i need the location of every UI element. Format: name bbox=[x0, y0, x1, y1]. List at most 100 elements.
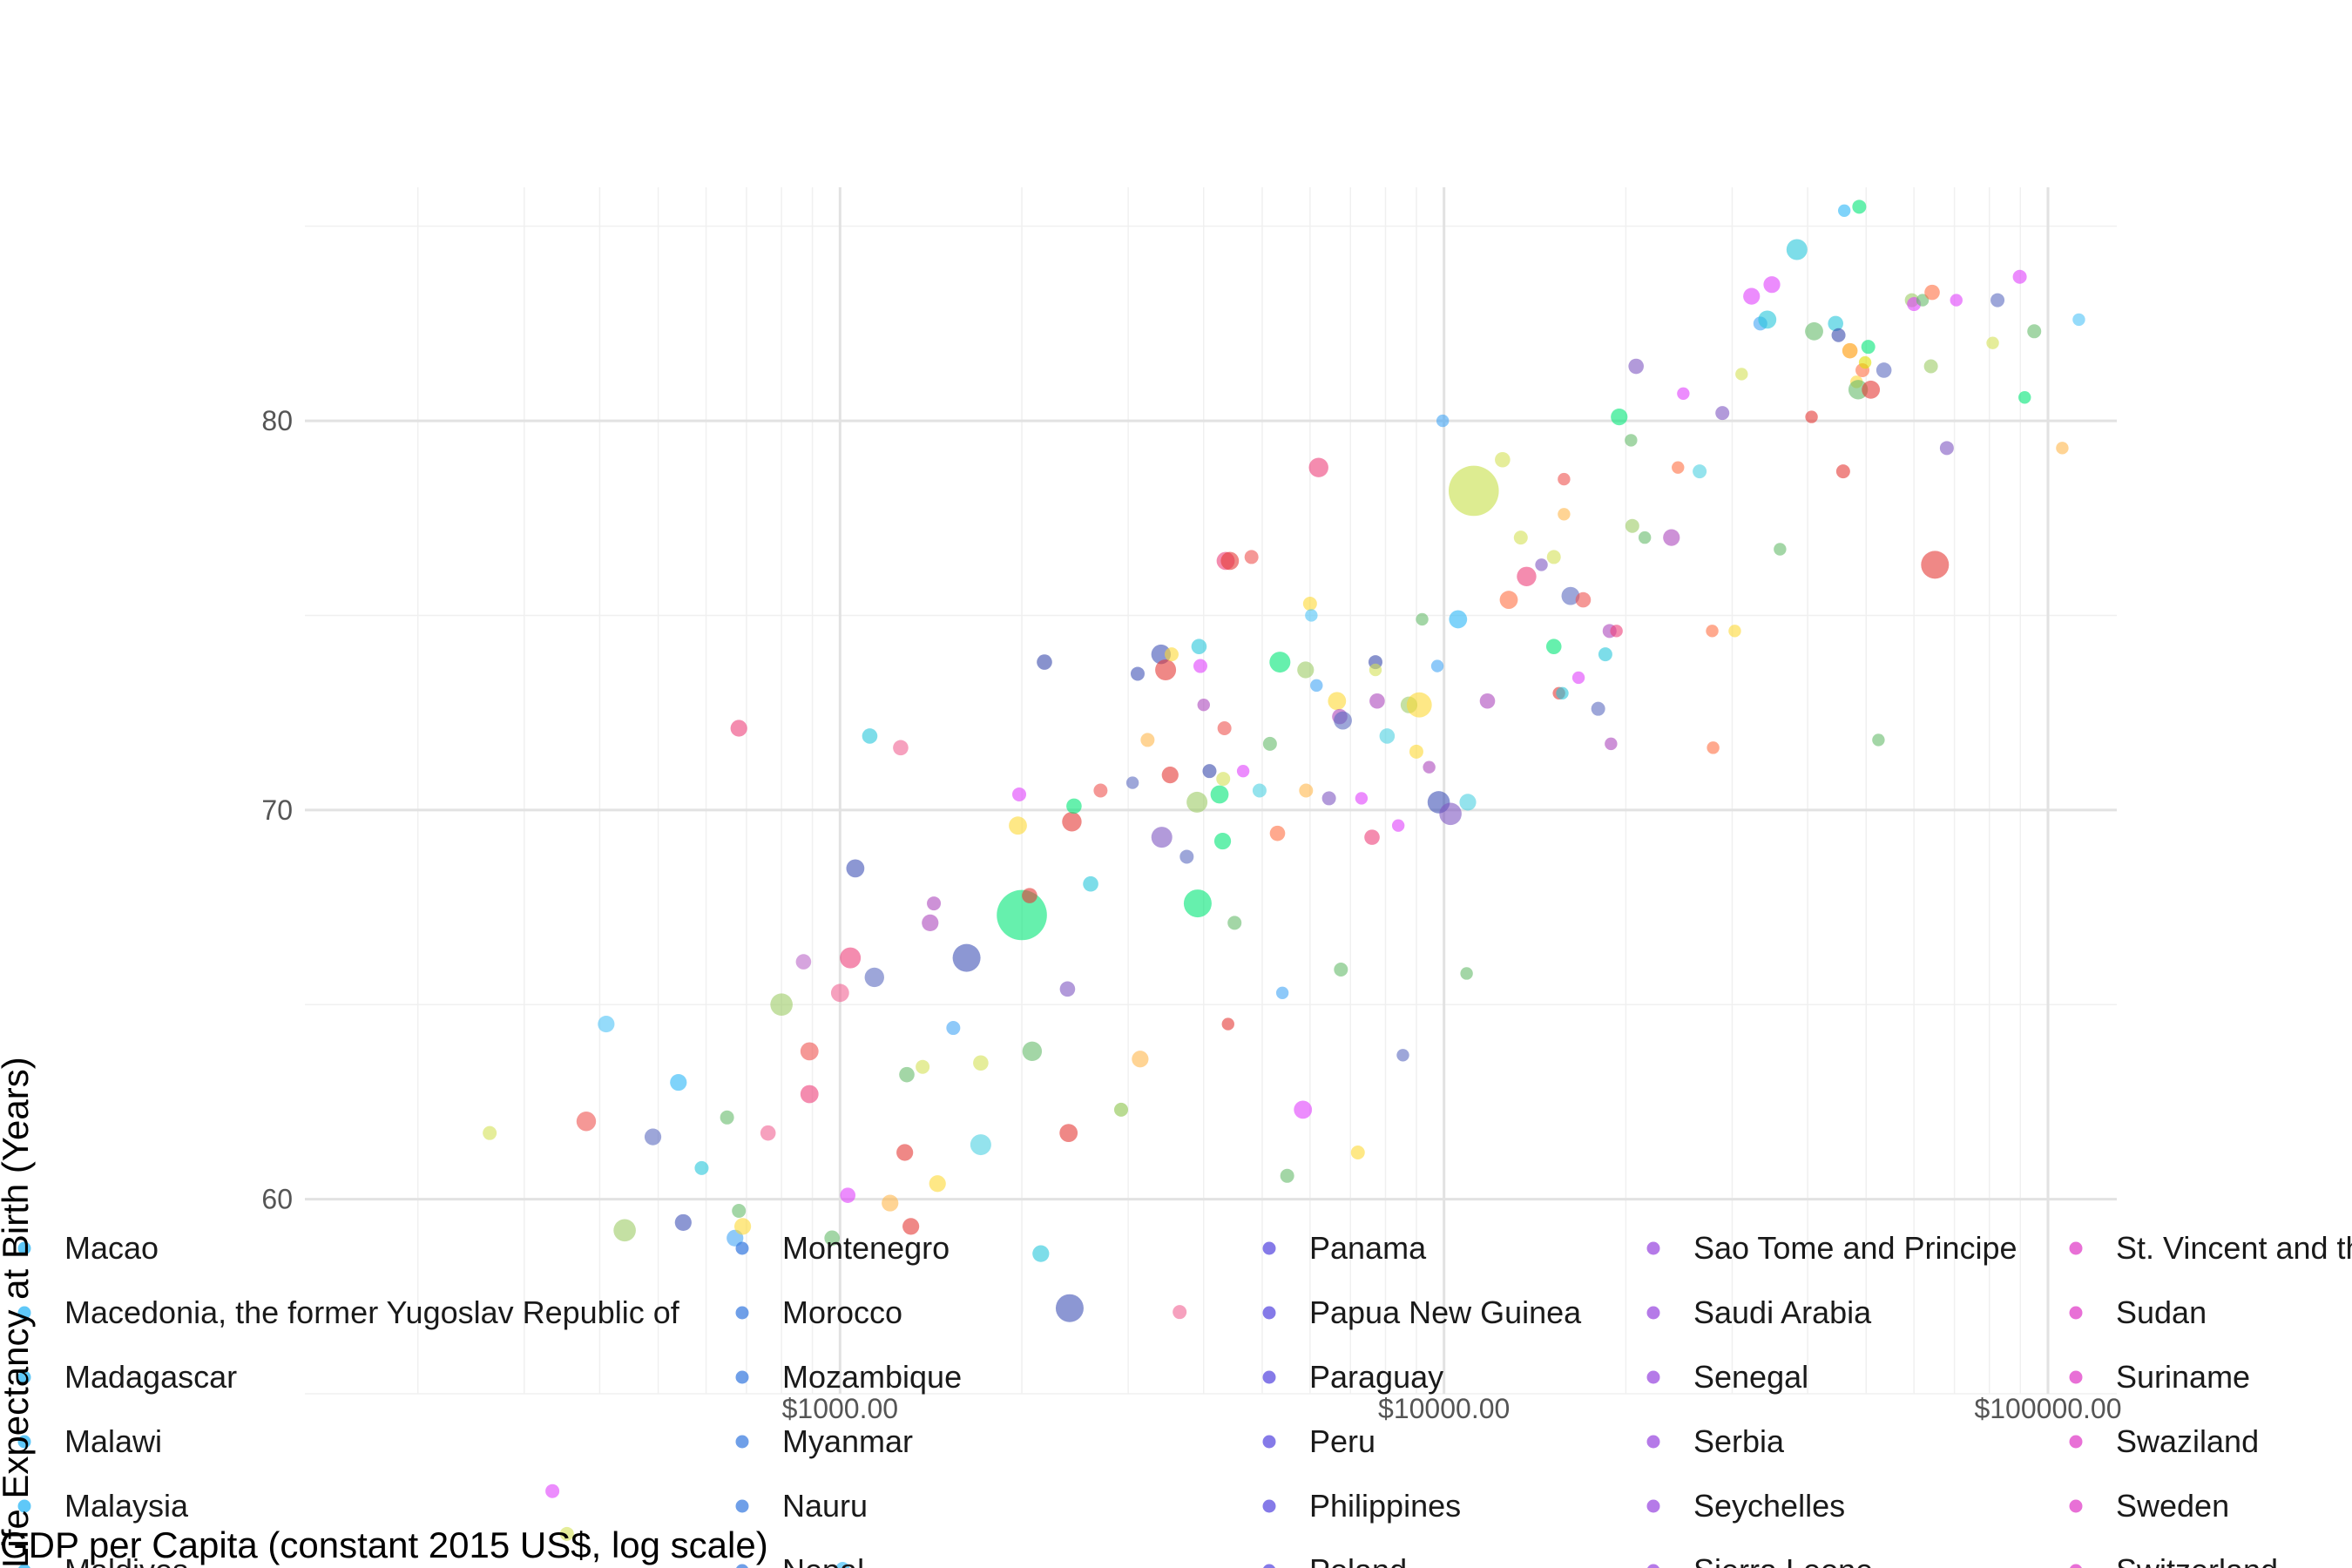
data-point bbox=[1037, 654, 1052, 670]
data-point bbox=[1355, 792, 1369, 805]
data-point bbox=[862, 728, 878, 744]
data-point bbox=[1693, 464, 1707, 479]
data-point bbox=[1436, 414, 1450, 428]
data-point bbox=[1305, 609, 1318, 622]
legend-swatch bbox=[1646, 1435, 1660, 1449]
data-point bbox=[1924, 284, 1940, 301]
data-point bbox=[830, 983, 849, 1003]
data-point bbox=[1916, 294, 1930, 307]
data-point bbox=[760, 1125, 776, 1141]
legend-swatch bbox=[1646, 1241, 1660, 1255]
data-point bbox=[576, 1112, 597, 1132]
data-point bbox=[1179, 849, 1194, 864]
legend-swatch bbox=[736, 1564, 748, 1568]
data-point bbox=[1862, 380, 1881, 399]
legend-swatch bbox=[2069, 1370, 2083, 1384]
data-point bbox=[1009, 816, 1027, 835]
legend-swatch bbox=[1647, 1564, 1659, 1568]
data-point bbox=[1083, 875, 1098, 892]
data-point bbox=[1598, 647, 1612, 662]
data-point bbox=[1763, 276, 1781, 294]
legend-label: Senegal bbox=[1693, 1359, 1808, 1395]
data-point bbox=[1299, 783, 1314, 798]
data-point bbox=[1406, 692, 1432, 718]
data-point bbox=[1837, 204, 1851, 218]
data-point bbox=[670, 1073, 687, 1092]
data-point bbox=[1132, 1051, 1149, 1068]
legend-label: Suriname bbox=[2116, 1359, 2250, 1395]
data-point bbox=[1517, 566, 1537, 586]
data-point bbox=[1022, 888, 1037, 903]
data-point bbox=[1831, 328, 1846, 342]
data-point bbox=[1556, 686, 1569, 700]
data-point bbox=[1062, 812, 1082, 832]
data-point bbox=[720, 1110, 734, 1125]
data-point bbox=[882, 1194, 899, 1212]
data-point bbox=[1302, 597, 1317, 612]
data-point bbox=[1197, 699, 1210, 712]
data-point bbox=[1610, 625, 1623, 638]
data-point bbox=[1022, 1041, 1043, 1062]
data-point bbox=[1939, 441, 1954, 456]
data-point bbox=[1460, 967, 1473, 980]
data-point bbox=[1244, 550, 1259, 564]
data-point bbox=[1396, 1049, 1409, 1062]
data-point bbox=[1872, 733, 1885, 747]
legend-label: Serbia bbox=[1693, 1423, 1785, 1459]
x-axis-ticks: $1000.00 $10000.00 $100000.00 bbox=[782, 1393, 2122, 1424]
data-point bbox=[644, 1128, 662, 1146]
data-point bbox=[1364, 829, 1380, 845]
data-point bbox=[1216, 772, 1231, 787]
legend-swatch bbox=[2069, 1435, 2083, 1449]
data-point bbox=[800, 1042, 819, 1061]
data-point bbox=[1950, 294, 1963, 307]
data-point bbox=[1252, 783, 1267, 798]
data-point bbox=[835, 1562, 850, 1568]
data-point bbox=[1191, 639, 1207, 654]
data-point bbox=[1164, 647, 1179, 662]
legend-label: Madagascar bbox=[64, 1359, 237, 1395]
data-point bbox=[1677, 387, 1690, 400]
legend-label: Papua New Guinea bbox=[1309, 1294, 1582, 1330]
data-point bbox=[1012, 787, 1027, 801]
data-point bbox=[1140, 733, 1155, 747]
y-tick-label: 70 bbox=[261, 794, 293, 826]
data-point bbox=[1221, 1017, 1234, 1031]
data-point bbox=[1227, 916, 1242, 930]
legend-label: Morocco bbox=[782, 1294, 902, 1330]
legend-label: Montenegro bbox=[782, 1230, 950, 1266]
data-point bbox=[1328, 692, 1347, 711]
data-point bbox=[1280, 1168, 1294, 1183]
legend-swatch bbox=[1263, 1564, 1275, 1568]
data-point bbox=[846, 859, 865, 878]
data-point bbox=[1861, 340, 1876, 355]
legend-label: Macedonia, the former Yugoslav Republic … bbox=[64, 1294, 680, 1330]
legend-label: Sao Tome and Principe bbox=[1693, 1230, 2017, 1266]
legend-swatch bbox=[2070, 1564, 2082, 1568]
data-point bbox=[1672, 461, 1685, 474]
data-point bbox=[1369, 663, 1382, 677]
legend-label: Macao bbox=[64, 1230, 159, 1266]
data-point bbox=[598, 1015, 615, 1033]
data-point bbox=[1625, 518, 1639, 533]
data-point bbox=[1786, 239, 1808, 260]
data-point bbox=[1835, 464, 1850, 479]
data-point bbox=[1495, 451, 1511, 468]
legend-swatch bbox=[1262, 1241, 1276, 1255]
data-point bbox=[1558, 508, 1571, 521]
data-point bbox=[1921, 551, 1950, 579]
data-point bbox=[674, 1213, 692, 1232]
data-point bbox=[824, 1230, 840, 1247]
y-tick-label: 60 bbox=[261, 1184, 293, 1215]
data-point bbox=[1611, 408, 1628, 426]
data-point bbox=[2056, 442, 2069, 455]
data-point bbox=[1379, 728, 1396, 744]
legend-swatch bbox=[2069, 1306, 2083, 1320]
data-point bbox=[1546, 550, 1561, 564]
data-point bbox=[795, 954, 812, 970]
data-point bbox=[1858, 355, 1872, 369]
legend-label: Sierra Leone bbox=[1693, 1552, 1873, 1568]
data-point bbox=[1828, 315, 1843, 332]
data-point bbox=[1183, 889, 1212, 918]
data-point bbox=[1805, 410, 1818, 423]
